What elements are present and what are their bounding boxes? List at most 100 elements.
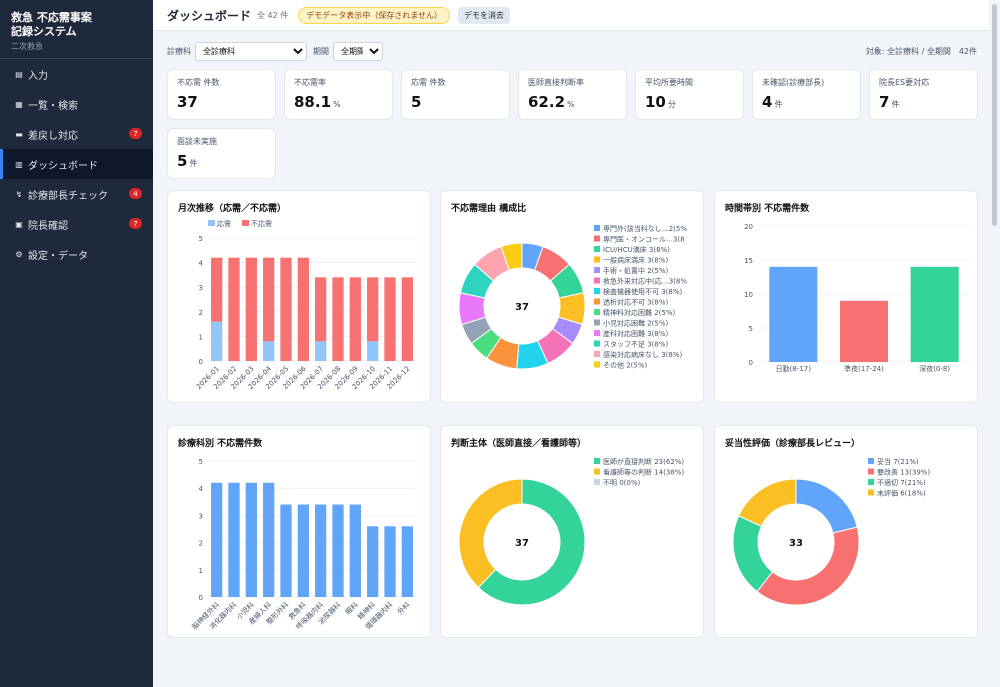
kpi-unit: 件: [189, 159, 198, 168]
brand: 救急 不応需事案 記録システム 二次救急: [0, 0, 153, 59]
kpi-label: 応需 件数: [411, 78, 446, 87]
kpi-label: 平均所要時間: [645, 78, 693, 87]
main-content: ダッシュボード 全 42 件 デモデータ表示中（保存されません） デモを消去 診…: [153, 0, 989, 687]
kpi-label: 未確認(診療部長): [762, 78, 825, 87]
kpi-unit: 件: [891, 100, 900, 109]
legend-label: スタッフ不足 3(8%): [603, 340, 669, 349]
clear-demo-button[interactable]: デモを消去: [458, 6, 511, 24]
x-tick-label: 準夜(17-24): [844, 364, 884, 373]
chart-title: 妥当性評価（診療部長レビュー）: [725, 439, 861, 449]
kpi-card: 応需 件数 5: [401, 69, 510, 120]
sidebar-item-0[interactable]: ▤ 入力: [0, 59, 153, 89]
kpi-value: 62.2: [528, 93, 566, 111]
bar-不応需: [280, 257, 292, 361]
timeband-bar-chart: 0 5 10 15 20 日勤(8-17) 準夜(17-24) 深夜(0-8): [744, 223, 970, 373]
sidebar-item-label: 院長確認: [28, 220, 68, 232]
kpi-value: 5: [177, 152, 188, 170]
record-count: 全 42 件: [257, 10, 289, 20]
kpi-card: 不応需 件数 37: [167, 69, 276, 120]
bar-不応需: [211, 257, 223, 322]
kpi-card: 平均所要時間 10 分: [635, 69, 744, 120]
sidebar-item-label: ダッシュボード: [28, 160, 98, 172]
y-tick-label: 20: [744, 223, 753, 231]
sidebar-item-5[interactable]: ▣ 院長確認 7: [0, 209, 153, 239]
legend-swatch: [594, 351, 600, 357]
dept-select[interactable]: 全診療科: [195, 41, 307, 61]
kpi-label: 医師直接判断率: [528, 78, 584, 87]
bar-不応需: [384, 277, 396, 361]
legend-swatch: [868, 468, 874, 475]
bar: [280, 504, 292, 597]
legend-label: 小児対応困難 2(5%): [603, 319, 669, 328]
legend-label: 妥当 7(21%): [877, 457, 919, 466]
bar-応需: [315, 341, 327, 361]
bar-応需: [211, 321, 223, 361]
y-tick-label: 4: [199, 260, 204, 268]
legend-label: 産科対応困難 3(8%): [603, 329, 669, 338]
sidebar-item-1[interactable]: ▦ 一覧・検索: [0, 89, 153, 119]
period-select[interactable]: 全期間: [333, 41, 383, 61]
dept-bar-chart: 012345脳神経外科消化器内科小児科産婦人科整形外科救急科呼吸器内科泌尿器科眼…: [190, 458, 416, 631]
legend-swatch: [868, 458, 874, 464]
kpi-value: 5: [411, 93, 422, 111]
bar: [839, 300, 889, 362]
y-tick-label: 5: [749, 325, 753, 333]
legend-swatch: [594, 256, 600, 263]
legend-label: 医師が直接判断 23(62%): [603, 457, 684, 466]
bar: [401, 526, 413, 597]
legend-swatch: [868, 489, 874, 496]
kpi-card: 院長ES要対応 7 件: [869, 69, 978, 120]
bar-不応需: [228, 257, 240, 361]
count-badge: 7: [129, 128, 142, 139]
legend-label: 手術・処置中 2(5%): [603, 266, 669, 275]
count-badge: 4: [129, 188, 142, 199]
y-tick-label: 15: [744, 257, 753, 265]
legend-label: 要改善 13(39%): [877, 468, 930, 477]
sidebar: 救急 不応需事案 記録システム 二次救急 ▤ 入力 ▦ 一覧・検索 ▬ 差戻し対応 7 ▥ ダッ…: [0, 0, 153, 687]
kpi-value-row: 88.1%: [294, 93, 383, 111]
y-tick-label: 10: [744, 291, 753, 299]
legend-swatch: [594, 246, 600, 252]
bar: [245, 482, 257, 597]
scrollbar-thumb[interactable]: [992, 4, 997, 226]
legend-swatch: [594, 298, 600, 305]
sidebar-item-3[interactable]: ▥ ダッシュボード: [0, 149, 153, 179]
page-title: ダッシュボード: [167, 8, 252, 23]
y-tick-label: 0: [749, 359, 753, 367]
chart-title: 診療科別 不応需件数: [178, 439, 263, 449]
app-title-line1: 救急 不応需事案: [11, 11, 92, 24]
bar: [367, 526, 379, 597]
kpi-value-row: 37: [177, 93, 266, 111]
judge-chart-card: 判断主体（医師直接／看護師等） 37 医師が直接判断 23(62%) 看護師等の判断…: [440, 425, 704, 638]
legend-label: 看護師等の判断 14(38%): [603, 468, 684, 477]
kpi-card: 面談未実施 5 件: [167, 128, 276, 179]
y-tick-label: 5: [199, 458, 203, 466]
donut-center-total: 37: [515, 538, 529, 549]
sidebar-item-2[interactable]: ▬ 差戻し対応 7: [0, 119, 153, 149]
page-scrollbar[interactable]: [989, 0, 1000, 687]
y-tick-label: 2: [199, 540, 203, 548]
x-tick-label: 日勤(8-17): [776, 364, 812, 373]
sidebar-item-4[interactable]: ↯ 診療部長チェック 4: [0, 179, 153, 209]
y-tick-label: 4: [199, 485, 204, 493]
y-tick-label: 1: [199, 333, 203, 341]
sidebar-item-label: 設定・データ: [28, 250, 88, 262]
kpi-label: 面談未実施: [177, 137, 217, 146]
sidebar-item-6[interactable]: ⚙ 設定・データ: [0, 239, 153, 269]
legend-label: 救急外来対応中(応…3(8%: [603, 277, 687, 286]
y-tick-label: 0: [199, 358, 203, 366]
legend-label: 不応需: [251, 219, 272, 228]
pie-slice: [795, 478, 858, 534]
legend-label: 検査機器使用不可 3(8%): [603, 287, 683, 296]
filter-summary: 対象: 全診療科 / 全期間 42件: [865, 46, 977, 56]
kpi-value: 4: [762, 93, 773, 111]
kpi-value: 37: [177, 93, 198, 111]
legend-label: 専門医・オンコール…3(8: [603, 235, 685, 244]
top-bar: ダッシュボード 全 42 件 デモデータ表示中（保存されません） デモを消去: [153, 0, 989, 31]
sidebar-item-label: 差戻し対応: [28, 130, 78, 142]
kpi-label: 不応需 件数: [177, 78, 220, 87]
monthly-chart-card: 月次推移（応需／不応需） 応需 不応需 0 1 2 3 4 5 2026-01 2026-02 20…: [167, 190, 431, 403]
y-tick-label: 3: [199, 284, 203, 292]
